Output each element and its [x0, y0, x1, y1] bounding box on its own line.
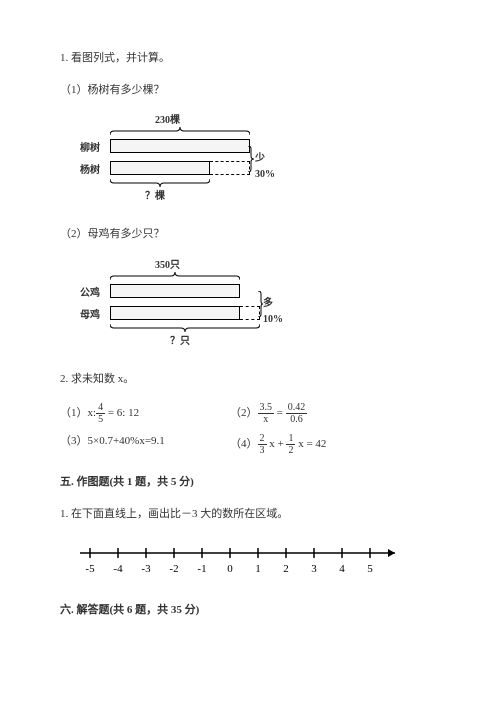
number-line: -5 -4 -3 -2 -1 0 1 2 3 4 5	[70, 538, 440, 585]
svg-text:3: 3	[311, 563, 317, 575]
s5-heading: 五. 作图题(共 1 题，共 5 分)	[60, 474, 440, 492]
q2: 2. 求未知数 x。 （1）x:45 = 6: 12 （2）3.5x = 0.4…	[60, 371, 440, 457]
eq4-prefix: （4）	[230, 438, 258, 450]
bar-row2	[110, 161, 210, 175]
svg-text:0: 0	[227, 563, 233, 575]
eq4: （4）23 x + 12 x = 42	[230, 433, 400, 456]
percent-label: 多10%	[263, 296, 283, 328]
svg-text:-5: -5	[85, 563, 95, 575]
eq1-suffix: = 6: 12	[105, 407, 139, 419]
extra-region	[240, 306, 260, 320]
svg-text:1: 1	[255, 563, 261, 575]
q1-title: 1. 看图列式，并计算。	[60, 50, 440, 68]
svg-text:-2: -2	[169, 563, 178, 575]
dash-region	[210, 161, 250, 175]
eq4-suffix: x = 42	[295, 438, 326, 450]
fraction: 23	[258, 433, 267, 456]
row1-label: 柳树	[80, 141, 100, 157]
bottom-label: ？棵	[145, 189, 165, 205]
brace-top-icon	[110, 127, 250, 135]
fraction: 3.5x	[258, 402, 275, 425]
section-5: 五. 作图题(共 1 题，共 5 分) 1. 在下面直线上，画出比－3 大的数所…	[60, 474, 440, 584]
q1-part2-label: （2）母鸡有多少只？	[60, 226, 440, 244]
bar-row1	[110, 284, 240, 298]
eq-row-1: （1）x:45 = 6: 12 （2）3.5x = 0.420.6	[60, 402, 440, 425]
section-6: 六. 解答题(共 6 题，共 35 分)	[60, 602, 440, 620]
svg-text:-3: -3	[141, 563, 151, 575]
diagram-willow-poplar: 230棵 柳树 杨树 少30% ？棵	[80, 113, 280, 208]
row2-label: 杨树	[80, 163, 100, 179]
row2-label: 母鸡	[80, 308, 100, 324]
svg-text:2: 2	[283, 563, 289, 575]
eq1-prefix: （1）x:	[60, 407, 96, 419]
eq4-mid: x +	[267, 438, 287, 450]
brace-top-icon	[110, 272, 240, 280]
svg-text:5: 5	[367, 563, 373, 575]
eq3: （3）5×0.7+40%x=9.1	[60, 433, 230, 456]
brace-bottom-icon	[110, 179, 210, 187]
eq2-prefix: （2）	[230, 407, 258, 419]
s5-q1: 1. 在下面直线上，画出比－3 大的数所在区域。	[60, 506, 440, 524]
fraction: 0.420.6	[286, 402, 308, 425]
percent-label: 少30%	[255, 151, 280, 183]
svg-text:4: 4	[339, 563, 345, 575]
number-line-svg: -5 -4 -3 -2 -1 0 1 2 3 4 5	[70, 538, 410, 578]
svg-text:-4: -4	[113, 563, 123, 575]
s6-heading: 六. 解答题(共 6 题，共 35 分)	[60, 602, 440, 620]
row1-label: 公鸡	[80, 286, 100, 302]
eq2: （2）3.5x = 0.420.6	[230, 402, 400, 425]
q1: 1. 看图列式，并计算。 （1）杨树有多少棵？ 230棵 柳树 杨树 少30% …	[60, 50, 440, 353]
eq2-mid: =	[274, 407, 286, 419]
q2-title: 2. 求未知数 x。	[60, 371, 440, 389]
eq-row-2: （3）5×0.7+40%x=9.1 （4）23 x + 12 x = 42	[60, 433, 440, 456]
fraction: 45	[96, 402, 105, 425]
eq1: （1）x:45 = 6: 12	[60, 402, 230, 425]
bar-row1	[110, 139, 250, 153]
brace-right-icon	[248, 146, 254, 172]
q1-part1-label: （1）杨树有多少棵？	[60, 82, 440, 100]
bottom-label: ？只	[170, 334, 190, 350]
diagram-rooster-hen: 350只 公鸡 母鸡 多10% ？只	[80, 258, 280, 353]
bar-row2	[110, 306, 240, 320]
brace-bottom-icon	[110, 324, 260, 332]
svg-text:-1: -1	[197, 563, 206, 575]
